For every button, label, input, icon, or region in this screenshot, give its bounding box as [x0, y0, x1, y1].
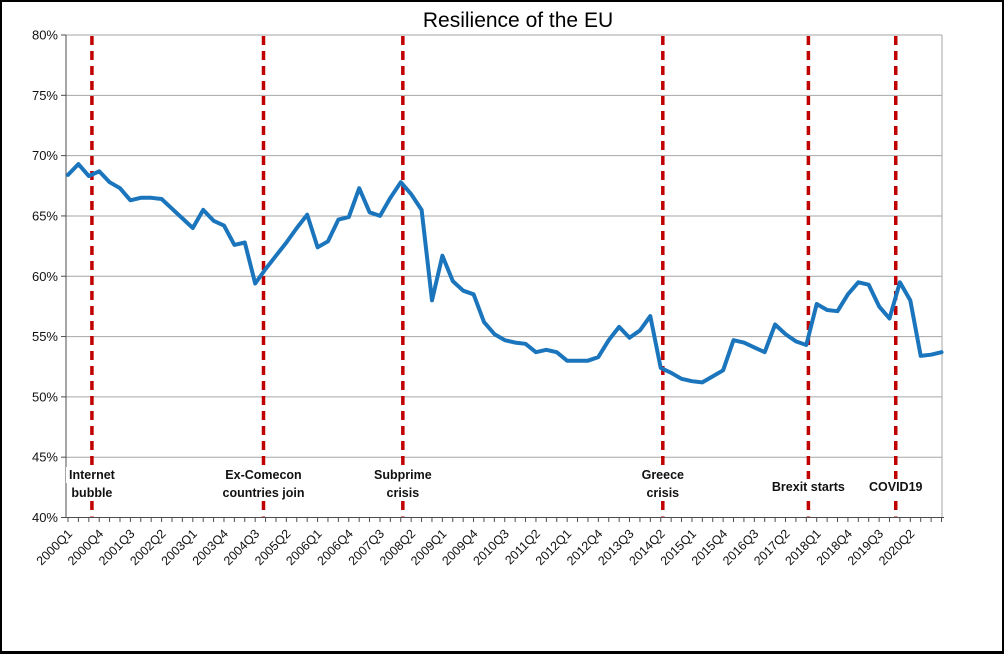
- event-label: Internet: [69, 468, 116, 482]
- event-label-bg: [371, 467, 435, 483]
- event-label: Greece: [642, 468, 684, 482]
- y-tick-label: 50%: [32, 389, 58, 404]
- y-tick-label: 55%: [32, 329, 58, 344]
- event-label-bg: [68, 485, 116, 501]
- event-label-bg: [638, 467, 688, 483]
- event-label-bg: [768, 479, 848, 495]
- event-label-bg: [219, 485, 308, 501]
- plot-area: 40%45%50%55%60%65%70%75%80%2000Q12000Q42…: [32, 28, 944, 568]
- event-label: countries join: [223, 486, 305, 500]
- event-label: crisis: [646, 486, 679, 500]
- y-tick-label: 65%: [32, 208, 58, 223]
- event-label: Brexit starts: [772, 480, 845, 494]
- y-tick-label: 75%: [32, 88, 58, 103]
- event-label: crisis: [387, 486, 420, 500]
- y-tick-label: 45%: [32, 450, 58, 465]
- event-label-bg: [222, 467, 305, 483]
- event-label: COVID19: [869, 480, 923, 494]
- y-tick-label: 60%: [32, 269, 58, 284]
- event-label: bubble: [71, 486, 112, 500]
- event-label-bg: [383, 485, 423, 501]
- data-series-line: [66, 162, 944, 385]
- event-label-bg: [865, 479, 926, 495]
- y-tick-label: 80%: [32, 28, 58, 43]
- event-label: Ex-Comecon: [225, 468, 301, 482]
- chart-title: Resilience of the EU: [423, 9, 613, 32]
- event-label: Subprime: [374, 468, 432, 482]
- event-label-bg: [643, 485, 683, 501]
- event-label-bg: [65, 467, 119, 483]
- y-tick-label: 40%: [32, 510, 58, 525]
- y-tick-label: 70%: [32, 148, 58, 163]
